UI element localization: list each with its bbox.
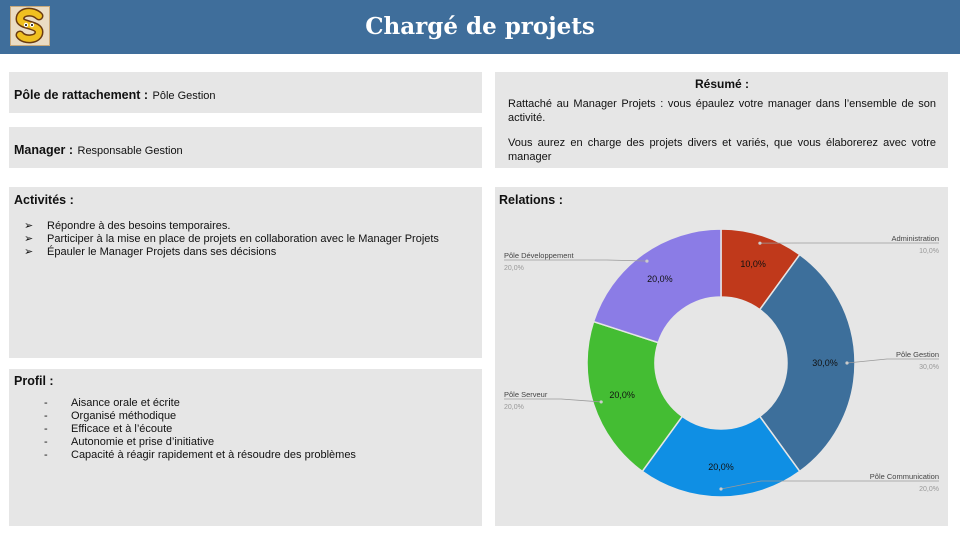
list-item: ➢ Épauler le Manager Projets dans ses déc… xyxy=(9,246,479,259)
profil-box: Profil : - Aisance orale et écrite - Organ… xyxy=(9,369,482,526)
list-item-text: Capacité à réagir rapidement et à résoud… xyxy=(71,449,356,461)
legend-value: 20,0% xyxy=(504,265,524,272)
relations-donut-chart: 10,0% Administration 10,0% 30,0% Pôle Gestio… xyxy=(504,228,939,498)
list-item-text: Autonomie et prise d’initiative xyxy=(71,436,215,448)
donut-slice-p-le-d-veloppement xyxy=(592,228,722,344)
legend-value: 20,0% xyxy=(504,404,524,411)
list-item: - Capacité à réagir rapidement et à résou… xyxy=(9,449,479,462)
leader-dot xyxy=(719,487,723,491)
list-item-text: Épauler le Manager Projets dans ses déci… xyxy=(47,246,277,258)
leader-line xyxy=(504,398,602,403)
dash-bullet: - xyxy=(44,423,48,435)
leader-line xyxy=(846,358,939,364)
page-title: Chargé de projets xyxy=(365,13,595,40)
manager-label: Manager : xyxy=(14,143,74,157)
legend-name: Pôle Communication xyxy=(870,472,939,481)
slice-value-label: 20,0% xyxy=(647,274,673,284)
arrow-bullet-icon: ➢ xyxy=(24,220,34,232)
donut-slice-p-le-gestion xyxy=(758,253,856,473)
slice-value-label: 30,0% xyxy=(812,358,838,368)
activites-list: ➢ Répondre à des besoins temporaires. ➢ Pa… xyxy=(9,220,479,259)
list-item-text: Efficace et à l’écoute xyxy=(71,423,173,435)
dash-bullet: - xyxy=(44,436,48,448)
dash-bullet: - xyxy=(44,449,48,461)
list-item: ➢ Répondre à des besoins temporaires. xyxy=(9,220,479,233)
arrow-bullet-icon: ➢ xyxy=(24,246,34,258)
list-item: - Autonomie et prise d’initiative xyxy=(9,436,479,449)
manager-value: Responsable Gestion xyxy=(77,145,183,157)
snake-logo-icon xyxy=(10,6,50,46)
list-item-text: Répondre à des besoins temporaires. xyxy=(47,220,231,232)
legend-name: Pôle Serveur xyxy=(504,390,548,399)
manager-box: Manager : Responsable Gestion xyxy=(9,127,482,168)
slice-value-label: 20,0% xyxy=(609,390,635,400)
list-item: - Efficace et à l’écoute xyxy=(9,423,479,436)
pole-label: Pôle de rattachement : xyxy=(14,88,149,102)
leader-dot xyxy=(758,241,762,245)
donut-slice-p-le-communication xyxy=(641,415,801,498)
resume-title: Résumé : xyxy=(694,77,750,91)
relations-box: Relations : 10,0% Administration 10,0% 30,0… xyxy=(495,187,948,526)
slice-value-label: 20,0% xyxy=(708,462,734,472)
resume-paragraph: Rattaché au Manager Projets : vous épaul… xyxy=(508,98,936,124)
legend-value: 20,0% xyxy=(919,486,939,493)
legend-value: 30,0% xyxy=(919,364,939,371)
relations-title: Relations : xyxy=(499,193,563,207)
activites-title: Activités : xyxy=(14,193,74,207)
legend-name: Pôle Développement xyxy=(504,251,575,260)
list-item-text: Participer à la mise en place de projets… xyxy=(47,233,439,245)
leader-line xyxy=(504,259,647,262)
leader-dot xyxy=(845,361,849,365)
dash-bullet: - xyxy=(44,397,48,409)
list-item-text: Aisance orale et écrite xyxy=(71,397,180,409)
leader-dot xyxy=(645,259,649,263)
leader-line xyxy=(720,480,939,490)
legend-name: Pôle Gestion xyxy=(896,350,939,359)
pole-value: Pôle Gestion xyxy=(152,90,216,102)
legend-name: Administration xyxy=(891,234,939,243)
slice-value-label: 10,0% xyxy=(740,259,766,269)
list-item: - Aisance orale et écrite xyxy=(9,397,479,410)
dash-bullet: - xyxy=(44,410,48,422)
legend-value: 10,0% xyxy=(919,248,939,255)
resume-box: Résumé : Rattaché au Manager Projets : v… xyxy=(495,72,948,168)
donut-slice-p-le-serveur xyxy=(586,320,684,473)
resume-paragraph: Vous aurez en charge des projets divers … xyxy=(508,137,936,163)
profil-title: Profil : xyxy=(14,374,54,388)
activites-box: Activités : ➢ Répondre à des besoins temp… xyxy=(9,187,482,358)
list-item: - Organisé méthodique xyxy=(9,410,479,423)
leader-dot xyxy=(599,400,603,404)
list-item: ➢ Participer à la mise en place de projet… xyxy=(9,233,479,246)
list-item-text: Organisé méthodique xyxy=(71,410,177,422)
pole-box: Pôle de rattachement : Pôle Gestion xyxy=(9,72,482,113)
profil-list: - Aisance orale et écrite - Organisé métho… xyxy=(9,397,479,462)
header-bar: Chargé de projets xyxy=(0,0,960,54)
arrow-bullet-icon: ➢ xyxy=(24,233,34,245)
